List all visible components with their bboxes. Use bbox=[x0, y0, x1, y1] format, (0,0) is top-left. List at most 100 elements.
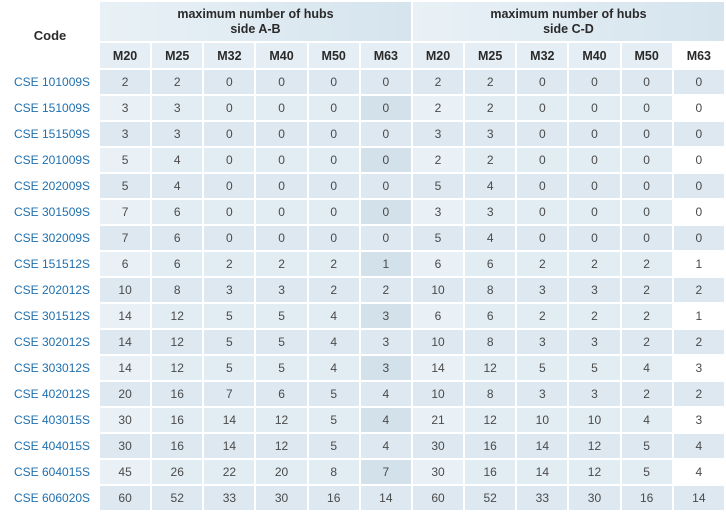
hub-count-cell: 2 bbox=[621, 278, 672, 302]
hub-count-cell: 14 bbox=[100, 330, 151, 354]
product-code[interactable]: CSE 604015S bbox=[2, 460, 98, 484]
hub-count-cell: 2 bbox=[569, 304, 620, 328]
hub-count-cell: 6 bbox=[412, 304, 464, 328]
hub-count-cell: 5 bbox=[204, 330, 255, 354]
hub-count-cell: 0 bbox=[256, 200, 307, 224]
hub-count-cell: 14 bbox=[673, 486, 724, 510]
hub-count-cell: 3 bbox=[256, 278, 307, 302]
size-header-ab-m25: M25 bbox=[152, 43, 203, 68]
hub-count-cell: 0 bbox=[569, 174, 620, 198]
hub-count-cell: 30 bbox=[412, 460, 464, 484]
product-code[interactable]: CSE 151009S bbox=[2, 96, 98, 120]
hub-count-cell: 8 bbox=[152, 278, 203, 302]
hub-count-cell: 20 bbox=[100, 382, 151, 406]
hub-count-cell: 5 bbox=[308, 408, 359, 432]
hub-count-cell: 3 bbox=[360, 356, 411, 380]
product-code[interactable]: CSE 101009S bbox=[2, 70, 98, 94]
hub-count-cell: 10 bbox=[412, 330, 464, 354]
hub-count-cell: 22 bbox=[204, 460, 255, 484]
size-header-ab-m32: M32 bbox=[204, 43, 255, 68]
group-cd-subtitle: side C-D bbox=[543, 21, 594, 36]
hub-count-cell: 14 bbox=[100, 356, 151, 380]
hub-count-cell: 3 bbox=[360, 304, 411, 328]
hub-count-cell: 2 bbox=[621, 330, 672, 354]
product-code[interactable]: CSE 404015S bbox=[2, 434, 98, 458]
hub-count-cell: 2 bbox=[308, 252, 359, 276]
hub-count-cell: 2 bbox=[517, 304, 568, 328]
hub-count-cell: 0 bbox=[204, 148, 255, 172]
hub-count-cell: 0 bbox=[673, 70, 724, 94]
hub-count-cell: 3 bbox=[360, 330, 411, 354]
hub-count-cell: 0 bbox=[308, 122, 359, 146]
hub-count-cell: 14 bbox=[204, 434, 255, 458]
hub-count-cell: 5 bbox=[517, 356, 568, 380]
product-code[interactable]: CSE 403015S bbox=[2, 408, 98, 432]
table-body: CSE 101009S 2 2 0 0 0 0 2 2 0 0 0 0 CSE 151009S 3 3 0 0 0 0… bbox=[2, 70, 724, 510]
hub-count-cell: 0 bbox=[256, 226, 307, 250]
hub-count-cell: 1 bbox=[673, 304, 724, 328]
hub-count-cell: 0 bbox=[517, 70, 568, 94]
hub-count-cell: 0 bbox=[204, 96, 255, 120]
product-code[interactable]: CSE 202009S bbox=[2, 174, 98, 198]
hub-count-cell: 4 bbox=[308, 356, 359, 380]
product-code[interactable]: CSE 201009S bbox=[2, 148, 98, 172]
size-header-ab-m63: M63 bbox=[360, 43, 411, 68]
hub-count-cell: 0 bbox=[360, 200, 411, 224]
hub-count-cell: 14 bbox=[517, 460, 568, 484]
hub-count-cell: 8 bbox=[465, 330, 516, 354]
hub-count-cell: 4 bbox=[360, 382, 411, 406]
hub-count-cell: 12 bbox=[465, 408, 516, 432]
hub-count-cell: 5 bbox=[621, 434, 672, 458]
hub-count-cell: 0 bbox=[204, 122, 255, 146]
size-header-cd-m63: M63 bbox=[673, 43, 724, 68]
size-header-cd-m32: M32 bbox=[517, 43, 568, 68]
hub-count-cell: 30 bbox=[569, 486, 620, 510]
product-code[interactable]: CSE 151509S bbox=[2, 122, 98, 146]
hub-count-cell: 4 bbox=[152, 174, 203, 198]
hub-count-cell: 2 bbox=[256, 252, 307, 276]
hub-count-cell: 5 bbox=[412, 226, 464, 250]
hub-count-cell: 0 bbox=[569, 70, 620, 94]
product-code[interactable]: CSE 151512S bbox=[2, 252, 98, 276]
hub-count-cell: 0 bbox=[569, 96, 620, 120]
hub-count-cell: 0 bbox=[308, 148, 359, 172]
hub-count-cell: 0 bbox=[308, 96, 359, 120]
hub-count-cell: 6 bbox=[152, 200, 203, 224]
hub-count-cell: 45 bbox=[100, 460, 151, 484]
hub-count-cell: 52 bbox=[465, 486, 516, 510]
hub-count-cell: 14 bbox=[517, 434, 568, 458]
hub-count-cell: 5 bbox=[256, 356, 307, 380]
hub-count-cell: 0 bbox=[360, 174, 411, 198]
product-code[interactable]: CSE 303012S bbox=[2, 356, 98, 380]
hub-count-cell: 6 bbox=[100, 252, 151, 276]
hub-count-cell: 0 bbox=[673, 96, 724, 120]
hub-count-cell: 4 bbox=[621, 356, 672, 380]
product-code[interactable]: CSE 302012S bbox=[2, 330, 98, 354]
hub-count-cell: 0 bbox=[569, 122, 620, 146]
hub-count-cell: 2 bbox=[465, 148, 516, 172]
hub-count-cell: 3 bbox=[152, 122, 203, 146]
hub-count-cell: 12 bbox=[465, 356, 516, 380]
table-row: CSE 404015S 30 16 14 12 5 4 30 16 14 12 5 4 bbox=[2, 434, 724, 458]
product-code[interactable]: CSE 402012S bbox=[2, 382, 98, 406]
hub-count-cell: 12 bbox=[569, 434, 620, 458]
product-code[interactable]: CSE 301512S bbox=[2, 304, 98, 328]
table-row: CSE 301512S 14 12 5 5 4 3 6 6 2 2 2 1 bbox=[2, 304, 724, 328]
hub-count-cell: 4 bbox=[360, 434, 411, 458]
product-code[interactable]: CSE 302009S bbox=[2, 226, 98, 250]
hub-count-cell: 2 bbox=[673, 330, 724, 354]
group-header-side-ab: maximum number of hubs side A-B bbox=[100, 2, 411, 42]
hub-count-cell: 30 bbox=[100, 434, 151, 458]
hub-count-cell: 3 bbox=[517, 330, 568, 354]
hub-count-cell: 0 bbox=[204, 70, 255, 94]
hub-count-cell: 14 bbox=[360, 486, 411, 510]
hub-count-cell: 33 bbox=[517, 486, 568, 510]
hub-count-cell: 6 bbox=[152, 252, 203, 276]
hub-count-cell: 4 bbox=[673, 460, 724, 484]
hub-count-cell: 6 bbox=[465, 304, 516, 328]
product-code[interactable]: CSE 202012S bbox=[2, 278, 98, 302]
size-header-row: M20 M25 M32 M40 M50 M63 M20 M25 M32 M40 … bbox=[2, 43, 724, 68]
product-code[interactable]: CSE 301509S bbox=[2, 200, 98, 224]
hub-count-cell: 30 bbox=[256, 486, 307, 510]
product-code[interactable]: CSE 606020S bbox=[2, 486, 98, 510]
